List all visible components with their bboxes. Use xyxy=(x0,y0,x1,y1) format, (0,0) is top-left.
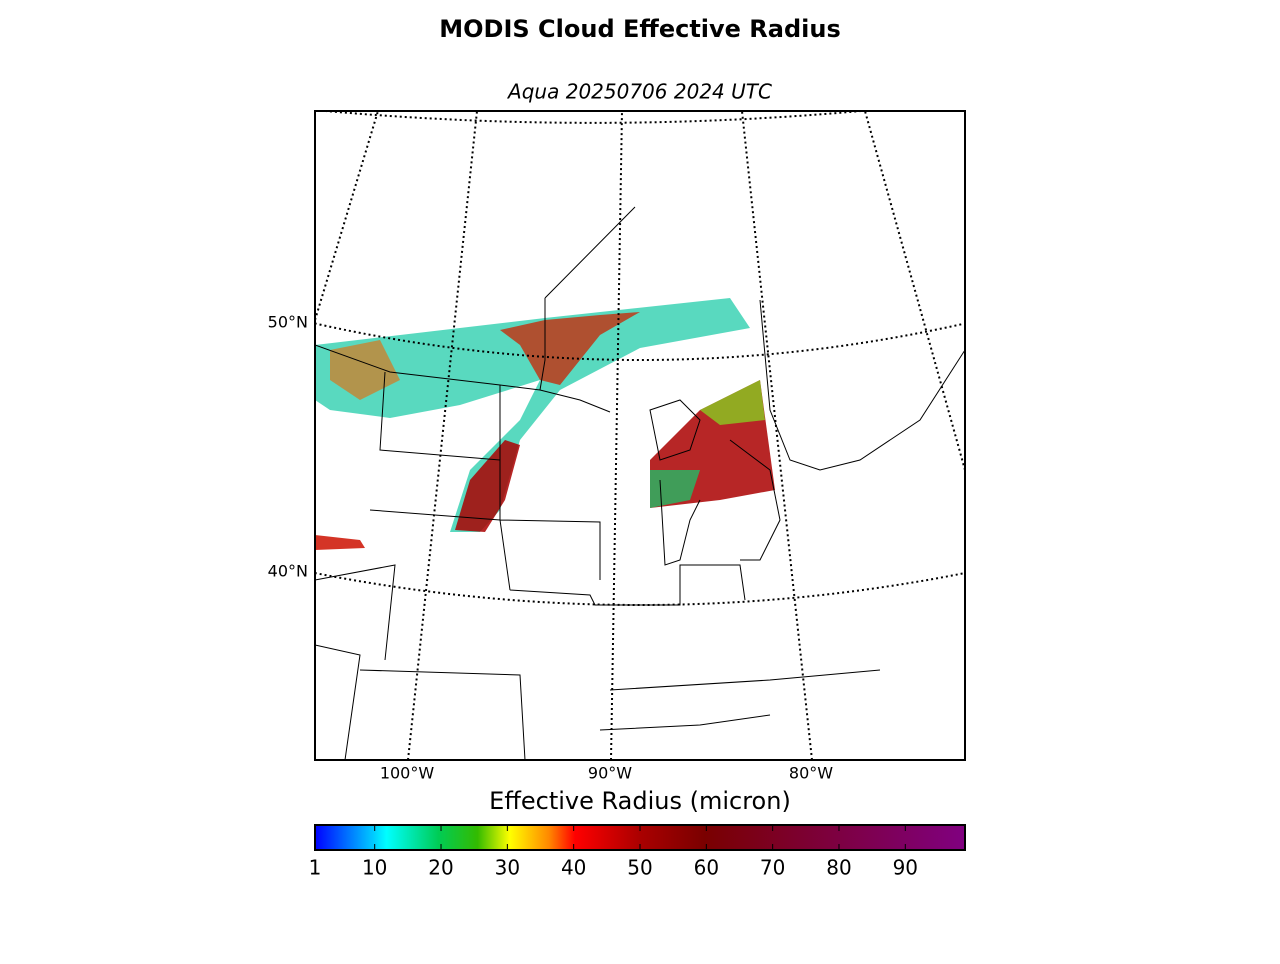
colorbar-tick-label: 1 xyxy=(309,856,322,880)
colorbar-tick-label: 70 xyxy=(760,856,785,880)
colorbar-tick-label: 30 xyxy=(495,856,520,880)
graticule xyxy=(864,111,965,471)
colorbar-label: Effective Radius (micron) xyxy=(489,787,791,815)
lon-label: 100°W xyxy=(380,764,435,783)
title: MODIS Cloud Effective Radius xyxy=(439,15,841,43)
graticule xyxy=(407,111,478,760)
cloud-swath xyxy=(315,535,365,550)
map-frame xyxy=(314,110,966,761)
graticule xyxy=(315,571,965,606)
lon-label: 80°W xyxy=(789,764,833,783)
cloud-swath xyxy=(650,470,700,508)
cloud-swath xyxy=(500,312,640,385)
graticule xyxy=(610,111,623,760)
colorbar-tick-label: 40 xyxy=(561,856,586,880)
colorbar-tick-label: 20 xyxy=(428,856,453,880)
colorbar-tick-label: 60 xyxy=(694,856,719,880)
colorbar-tick-label: 90 xyxy=(893,856,918,880)
lat-label: 50°N xyxy=(268,313,308,332)
graticule xyxy=(741,111,813,760)
coastline xyxy=(315,206,965,760)
lat-label: 40°N xyxy=(268,562,308,581)
map-body xyxy=(315,111,965,760)
subtitle: Aqua 20250706 2024 UTC xyxy=(506,80,772,104)
graticule xyxy=(315,111,379,321)
colorbar-tick-label: 50 xyxy=(627,856,652,880)
cloud-swath xyxy=(330,340,400,400)
colorbar-ticks: 1 10 20 30 40 50 60 70 80 90 xyxy=(309,825,918,880)
cloud-swath xyxy=(700,380,765,425)
graticule xyxy=(315,111,872,124)
cloud-swath xyxy=(315,298,750,532)
cloud-swath xyxy=(455,440,520,532)
lon-label: 90°W xyxy=(588,764,632,783)
colorbar-tick-label: 80 xyxy=(826,856,851,880)
colorbar-tick-label: 10 xyxy=(362,856,387,880)
